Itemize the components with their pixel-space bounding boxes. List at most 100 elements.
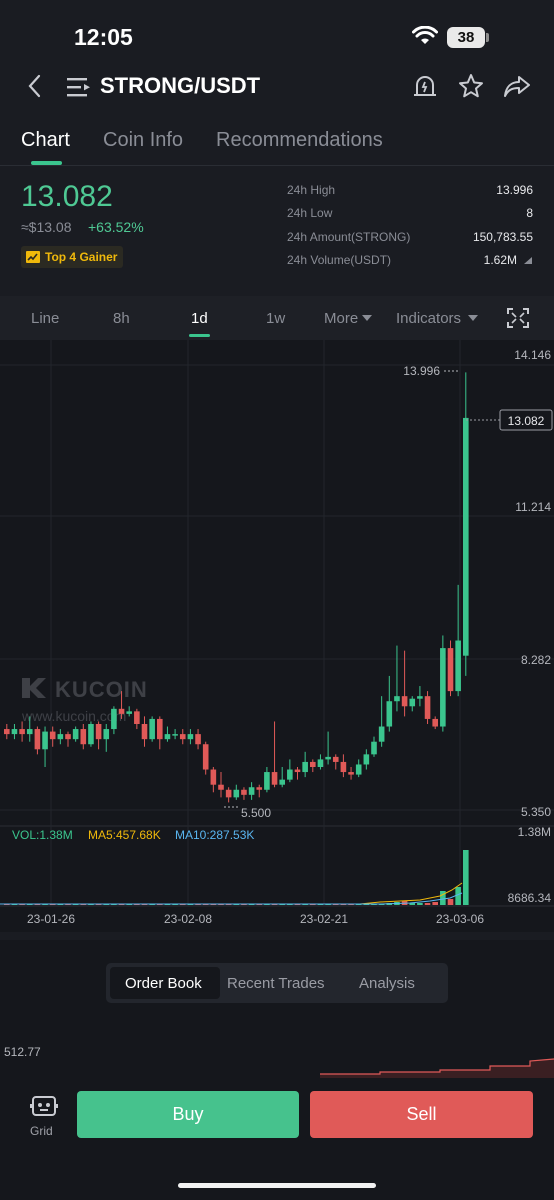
candle-body [65,734,71,740]
back-icon[interactable] [26,74,44,98]
caret-down-icon[interactable] [523,257,533,265]
candle-body [363,754,370,765]
stat-value-high: 13.996 [496,183,533,197]
last-price: 13.082 [21,180,113,213]
candle-body [157,718,163,740]
y-tick-label: 14.146 [514,348,551,362]
candle-body [4,729,10,735]
timeframe-bar [0,296,554,340]
candle-body [187,734,194,740]
tab-recommendations[interactable]: Recommendations [216,129,383,151]
volume-bar [463,850,469,905]
indicators-caret-icon [468,315,478,321]
page-title[interactable]: STRONG/USDT [100,73,261,98]
stat-value-low: 8 [526,206,533,220]
candle-body [218,784,224,790]
candle-body [195,734,201,745]
indicators-menu[interactable]: Indicators [396,310,462,327]
segment-order-book[interactable]: Order Book [125,975,202,992]
volume-bar [409,903,416,905]
candle-body [11,729,18,735]
volume-bar [432,902,438,905]
candle-body [447,648,454,692]
timeframe-active-indicator [189,334,210,337]
candle-body [179,734,186,740]
depth-axis-value: 512.77 [4,1045,41,1059]
tabs-divider [0,165,554,166]
high-marker: 13.996 [403,364,460,378]
stat-value-amount: 150,783.55 [472,230,533,244]
candlestick-chart[interactable]: KUCOIN www.kucoin.com 14.146 11.214 8.28… [0,340,554,932]
tab-coin-info[interactable]: Coin Info [103,129,184,151]
candle-body [302,761,308,773]
y-axis: 14.146 11.214 8.282 5.350 [514,348,551,819]
timeframe-line[interactable]: Line [31,310,60,327]
favorite-star-icon[interactable] [458,73,484,99]
candle-body [141,723,148,740]
candle-body [432,718,438,727]
watermark: KUCOIN www.kucoin.com [21,677,147,724]
candle-body [149,718,155,740]
pair-menu-icon[interactable] [66,76,92,98]
candle-body [72,729,79,740]
candle-body [386,701,393,727]
candle-body [424,696,431,719]
candle-body [378,726,385,742]
segment-analysis[interactable]: Analysis [359,975,415,992]
timeframe-1d[interactable]: 1d [191,310,208,327]
candle-body [118,708,125,714]
candle-body [256,787,263,790]
stat-value-volume: 1.62M [483,253,517,267]
home-indicator [178,1183,376,1188]
timeframe-more[interactable]: More [324,310,359,327]
candle-body [355,764,362,775]
sell-button[interactable]: Sell [310,1091,533,1138]
chart-canvas: KUCOIN www.kucoin.com 14.146 11.214 8.28… [0,340,554,926]
candle-body [371,741,377,755]
candle-body [111,708,117,730]
price-alert-icon[interactable] [412,73,438,99]
top-gainer-badge[interactable]: Top 4 Gainer [21,246,124,268]
candle-body [80,729,87,745]
volume-bar [447,899,454,905]
candle-body [172,734,178,736]
buy-button[interactable]: Buy [77,1091,299,1138]
volume-bar [455,887,461,905]
volume-bar [440,891,446,905]
watermark-url: www.kucoin.com [21,708,126,724]
candle-body [394,696,400,702]
candle-body [241,789,247,795]
grid-label[interactable]: Grid [30,1124,53,1138]
candle-body [340,761,347,773]
segment-recent-trades[interactable]: Recent Trades [227,975,325,992]
timeframe-8h[interactable]: 8h [113,310,130,327]
candle-body [417,696,423,699]
vol-max-label: 1.38M [518,825,551,839]
candle-body [26,729,33,735]
vol-label: VOL:1.38M [12,828,73,842]
price-change: +63.52% [88,219,144,235]
low-marker: 5.500 [224,806,271,820]
x-tick-label: 23-02-08 [164,912,212,926]
moving-average-line [0,882,463,905]
last-price-tag: 13.082 [508,414,545,428]
candle-body [103,729,110,740]
candle-body [279,779,285,785]
stat-label-amount: 24h Amount(STRONG) [287,230,411,244]
ma5-label: MA5:457.68K [88,828,161,842]
candle-body [401,696,408,707]
candle-body [210,769,217,785]
grid-bot-icon[interactable] [30,1094,58,1120]
candle-body [49,731,56,740]
timeframe-1w[interactable]: 1w [266,310,286,327]
low-marker-label: 5.500 [241,806,271,820]
candle-body [310,761,316,767]
fullscreen-icon[interactable] [506,307,530,329]
candle-body [271,772,278,785]
share-icon[interactable] [503,74,531,98]
candle-body [19,729,25,735]
y-tick-label: 11.214 [515,500,551,514]
x-tick-label: 23-01-26 [27,912,75,926]
tab-chart[interactable]: Chart [21,129,70,151]
candle-body [164,734,171,740]
